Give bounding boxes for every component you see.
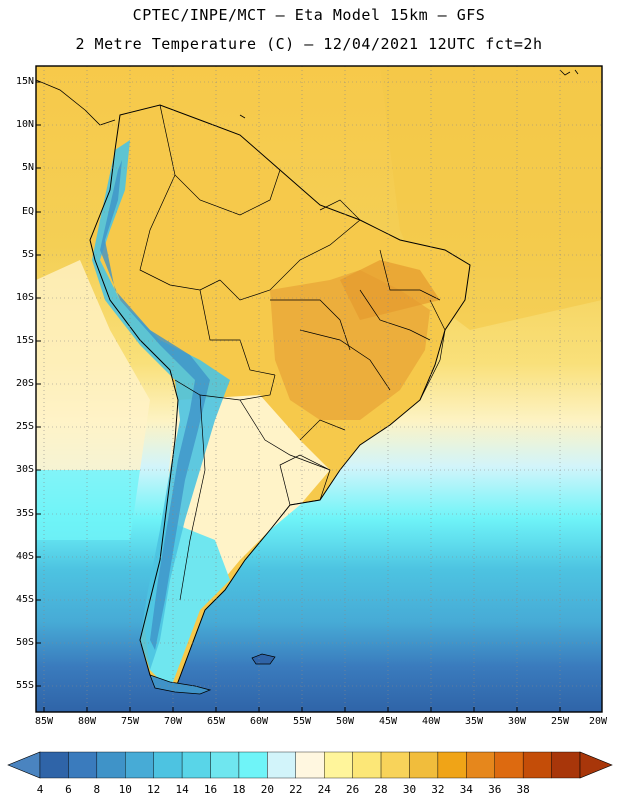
andes-core-strip bbox=[100, 160, 210, 650]
pacific-cool-zone bbox=[36, 260, 150, 470]
caribbean-islands bbox=[239, 69, 579, 119]
colorbar-swatch bbox=[210, 751, 240, 779]
colorbar-right-arrow bbox=[579, 751, 613, 779]
colorbar-swatch bbox=[324, 751, 353, 779]
colorbar-label: 12 bbox=[147, 783, 161, 796]
lat-label: 25S bbox=[15, 421, 34, 432]
colorbar-swatch bbox=[39, 751, 69, 779]
lon-label: 45W bbox=[378, 716, 398, 727]
tierra-del-fuego bbox=[149, 674, 212, 695]
colorbar-label: 8 bbox=[93, 783, 101, 796]
colorbar-swatch bbox=[181, 751, 211, 779]
colorbar-swatch bbox=[380, 751, 410, 779]
lon-label: 30W bbox=[507, 716, 527, 727]
lat-label: 50S bbox=[15, 637, 34, 648]
colorbar-swatch bbox=[466, 751, 495, 779]
lon-label: 60W bbox=[249, 716, 269, 727]
colorbar-swatch bbox=[409, 751, 439, 779]
colorbar-swatch bbox=[267, 751, 296, 779]
lon-label: 35W bbox=[464, 716, 484, 727]
axis-ticks bbox=[36, 81, 561, 712]
lat-label: 45S bbox=[15, 594, 34, 605]
lon-label: 50W bbox=[335, 716, 355, 727]
lat-label: 20S bbox=[15, 378, 34, 389]
lon-label: 25W bbox=[550, 716, 570, 727]
colorbar-label: 22 bbox=[289, 783, 303, 796]
colorbar-label: 4 bbox=[36, 783, 44, 796]
colorbar-swatch bbox=[352, 751, 382, 779]
lat-label: 35S bbox=[15, 508, 34, 519]
chart-title-line2: 2 Metre Temperature (C) – 12/04/2021 12U… bbox=[75, 35, 543, 53]
lon-label: 70W bbox=[163, 716, 183, 727]
colorbar-label: 16 bbox=[203, 783, 218, 796]
colorbar-swatch bbox=[153, 751, 183, 779]
colorbar-swatch bbox=[494, 751, 524, 779]
colorbar bbox=[7, 751, 613, 779]
lon-label: 20W bbox=[588, 716, 608, 727]
map-frame bbox=[35, 65, 603, 713]
colorbar-label: 26 bbox=[346, 783, 360, 796]
lat-label: 5S bbox=[21, 249, 34, 260]
coastline bbox=[89, 104, 471, 691]
colorbar-swatch bbox=[96, 751, 126, 779]
lat-label: EQ bbox=[21, 206, 34, 217]
lat-label: 55S bbox=[15, 680, 34, 691]
colorbar-label: 38 bbox=[516, 783, 530, 796]
colorbar-label: 28 bbox=[374, 783, 388, 796]
lat-label: 30S bbox=[15, 464, 34, 475]
lon-label: 80W bbox=[77, 716, 97, 727]
colorbar-swatch bbox=[437, 751, 467, 779]
colorbar-label: 36 bbox=[488, 783, 502, 796]
colorbar-label: 10 bbox=[118, 783, 132, 796]
lon-label: 75W bbox=[120, 716, 140, 727]
lat-label: 10N bbox=[15, 119, 34, 130]
colorbar-swatch bbox=[68, 751, 98, 779]
lat-label: 40S bbox=[15, 551, 34, 562]
colorbar-label: 34 bbox=[459, 783, 473, 796]
colorbar-label: 14 bbox=[175, 783, 189, 796]
colorbar-label: 32 bbox=[431, 783, 445, 796]
lat-label: 15S bbox=[15, 335, 34, 346]
pacific-cyan-zone bbox=[36, 470, 140, 540]
lat-label: 10S bbox=[15, 292, 34, 303]
colorbar-swatch bbox=[295, 751, 325, 779]
colorbar-label: 6 bbox=[65, 783, 72, 796]
colorbar-left-arrow bbox=[7, 751, 41, 779]
colorbar-label: 30 bbox=[402, 783, 417, 796]
colorbar-swatch bbox=[238, 751, 268, 779]
colorbar-swatch bbox=[551, 751, 581, 779]
colorbar-label: 18 bbox=[232, 783, 246, 796]
falkland-islands bbox=[251, 653, 276, 665]
lon-label: 65W bbox=[206, 716, 226, 727]
chart-title-line1: CPTEC/INPE/MCT – Eta Model 15km – GFS bbox=[132, 6, 486, 24]
lon-label: 40W bbox=[421, 716, 441, 727]
lon-label: 85W bbox=[34, 716, 54, 727]
colorbar-swatch bbox=[522, 751, 552, 779]
colorbar-label: 20 bbox=[260, 783, 274, 796]
colorbar-label: 24 bbox=[317, 783, 331, 796]
lat-label: 5N bbox=[21, 162, 34, 173]
lat-label: 15N bbox=[15, 76, 34, 87]
central-america bbox=[36, 79, 116, 126]
colorbar-swatch bbox=[125, 751, 154, 779]
lon-label: 55W bbox=[292, 716, 312, 727]
